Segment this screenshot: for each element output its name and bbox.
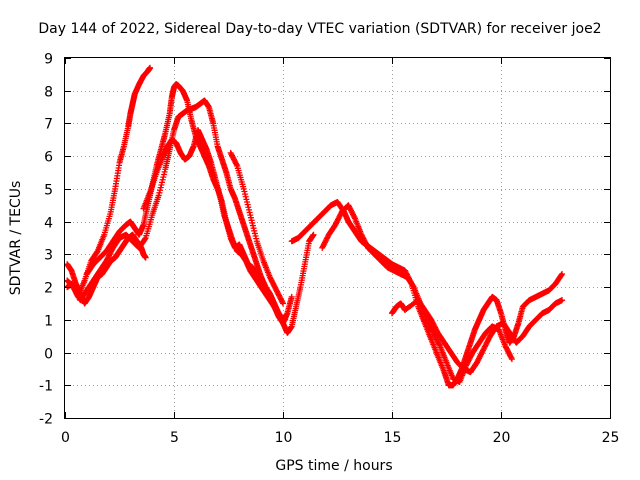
x-tick-label: 0 [61,430,70,446]
axis-ticks [65,58,611,419]
chart-title: Day 144 of 2022, Sidereal Day-to-day VTE… [38,21,601,37]
y-tick-labels: -2 -1 0 1 2 3 4 5 6 7 8 9 [39,52,53,428]
y-tick-label: -2 [39,412,53,428]
y-tick-label: 7 [44,117,53,133]
data-point [282,316,289,323]
y-tick-label: 6 [44,150,53,166]
data-point [147,64,154,71]
data-point [508,354,515,361]
x-tick-label: 5 [170,430,179,446]
data-point [508,356,515,363]
series-trace-e [227,149,286,307]
y-tick-label: 8 [44,85,53,101]
x-tick-labels: 0 5 10 15 20 25 [61,430,619,446]
y-tick-label: 0 [44,347,53,363]
plot-frame [64,57,611,419]
x-axis-label: GPS time / hours [275,458,392,474]
data-point [351,214,358,221]
y-tick-label: 1 [44,314,53,330]
series-trace-g [319,202,515,385]
y-tick-label: -1 [39,379,53,395]
series-trace-f [288,199,566,389]
data-point [142,254,149,261]
x-tick-label: 15 [384,430,402,446]
x-tick-label: 20 [493,430,511,446]
data-point [288,293,295,300]
data-point [436,341,443,348]
x-tick-label: 10 [275,430,293,446]
data-point [233,161,240,168]
data-point [559,297,566,304]
data-point [558,271,565,278]
series-trace-i [64,231,149,307]
series-trace-d [140,127,289,323]
data-point [279,299,286,306]
x-tick-label: 25 [602,430,620,446]
y-tick-label: 2 [44,281,53,297]
y-tick-label: 9 [44,52,53,68]
data-point [142,235,149,242]
y-axis-label: SDTVAR / TECUs [8,181,24,296]
data-point [310,231,317,238]
y-tick-label: 4 [44,216,53,232]
data-point [280,300,286,307]
y-tick-label: 5 [44,183,53,199]
series-trace-h [389,297,566,376]
y-tick-label: 3 [44,248,53,264]
data-point [559,271,566,277]
data-marks [64,64,566,389]
